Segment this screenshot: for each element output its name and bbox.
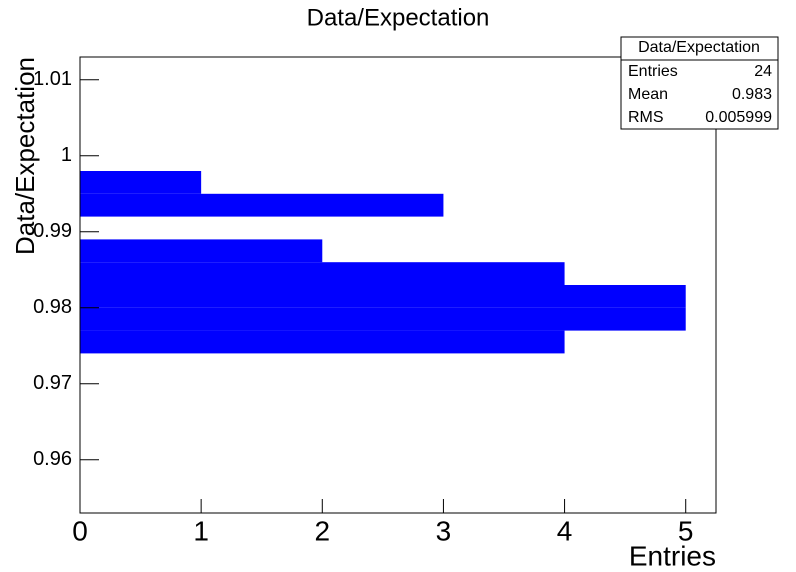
y-tick-label: 0.97 [33, 372, 72, 394]
x-tick-label: 3 [436, 515, 452, 546]
stats-frame [620, 36, 779, 130]
stats-label: Entries [628, 63, 678, 80]
bar [80, 285, 686, 308]
x-axis-title: Entries [629, 540, 716, 571]
stats-value: 24 [754, 63, 772, 80]
stats-label: Mean [628, 86, 668, 103]
bar [80, 193, 444, 217]
bar [80, 171, 202, 194]
y-axis-title: Data/Expectation [10, 57, 40, 255]
x-tick-label: 5 [678, 515, 694, 546]
x-tick-label: 4 [557, 515, 573, 546]
chart-title: Data/Expectation [307, 4, 490, 31]
bar [80, 330, 565, 354]
y-tick-label: 0.99 [33, 220, 72, 242]
stats-value: 0.005999 [705, 109, 772, 126]
bar [80, 262, 565, 285]
x-tick-label: 1 [193, 515, 209, 546]
x-tick-label: 0 [72, 515, 88, 546]
bar [80, 239, 323, 263]
stats-value: 0.983 [732, 86, 772, 103]
stats-box: Data/Expectation Entries 24 Mean 0.983 R… [620, 36, 779, 130]
y-tick-label: 1 [61, 144, 72, 166]
plot-frame [79, 56, 717, 514]
y-tick-label: 0.96 [33, 448, 72, 470]
bar [80, 307, 686, 331]
y-tick-label: 1.01 [33, 68, 72, 90]
x-tick-label: 2 [314, 515, 330, 546]
stats-title: Data/Expectation [638, 39, 760, 56]
y-tick-label: 0.98 [33, 296, 72, 318]
stats-label: RMS [628, 109, 664, 126]
